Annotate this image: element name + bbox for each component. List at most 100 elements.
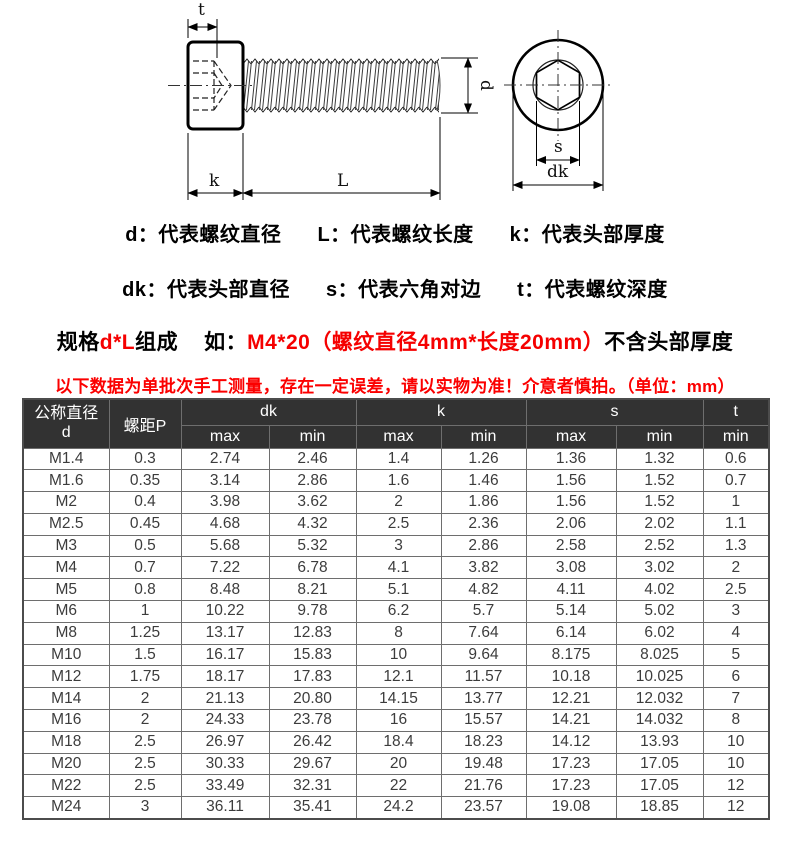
spec-cell: M16 xyxy=(22,709,110,732)
header-dk-max: max xyxy=(180,424,270,449)
spec-cell: 16 xyxy=(355,709,442,732)
spec-cell: 4.68 xyxy=(180,512,270,536)
spec-cell: 4.11 xyxy=(525,578,617,602)
legend-dk: dk：代表头部直径 xyxy=(122,279,291,301)
spec-cell: 3.82 xyxy=(440,556,527,580)
spec-cell: 0.8 xyxy=(108,578,182,602)
spec-cell: 10 xyxy=(702,752,770,776)
spec-cell: 12.1 xyxy=(355,665,442,689)
spec-cell: 5.02 xyxy=(615,600,704,623)
spec-cell: 8.21 xyxy=(268,578,357,602)
header-dk: dk xyxy=(180,398,357,426)
header-s: s xyxy=(525,398,704,426)
spec-cell: 0.6 xyxy=(702,447,770,471)
spec-cell: 2.46 xyxy=(268,447,357,471)
spec-cell: 17.83 xyxy=(268,665,357,689)
spec-cell: M24 xyxy=(22,796,110,820)
spec-table-body: M1.4 0.3 2.74 2.46 1.4 1.26 1.36 1.32 0.6 M1.6 0.3… xyxy=(22,447,770,820)
thread-shaft xyxy=(243,58,441,113)
spec-cell: 1.46 xyxy=(440,469,527,493)
table-row: M5 0.8 8.48 8.21 5.1 4.82 4.11 4.02 2.5 xyxy=(22,578,770,602)
spec-cell: 21.13 xyxy=(180,687,270,711)
table-row: M3 0.5 5.68 5.32 3 2.86 2.58 2.52 1.3 xyxy=(22,534,770,558)
spec-cell: 2.58 xyxy=(525,534,617,558)
spec-cell: 21.76 xyxy=(440,774,527,798)
table-row: M16 2 24.33 23.78 16 15.57 14.21 14.032 8 xyxy=(22,709,770,732)
spec-cell: 10 xyxy=(702,730,770,754)
label-L: L xyxy=(337,171,348,191)
head-end-view xyxy=(504,30,612,141)
spec-cell: 14.12 xyxy=(525,730,617,754)
spec-cell: 6 xyxy=(702,665,770,689)
centerlines xyxy=(504,30,612,141)
spec-cell: 33.49 xyxy=(180,774,270,798)
spec-cell: 36.11 xyxy=(180,796,270,820)
spec-cell: 12.032 xyxy=(615,687,704,711)
spec-cell: 1.25 xyxy=(108,621,182,645)
spec-cell: 0.7 xyxy=(108,556,182,580)
spec-cell: 2.5 xyxy=(702,578,770,602)
spec-cell: 5.1 xyxy=(355,578,442,602)
table-row: M22 2.5 33.49 32.31 22 21.76 17.23 17.05 12 xyxy=(22,774,770,798)
spec-cell: 2 xyxy=(702,556,770,580)
spec-cell: 4.1 xyxy=(355,556,442,580)
spec-cell: 10.025 xyxy=(615,665,704,689)
spec-cell: 2.02 xyxy=(615,512,704,536)
spec-cell: 22 xyxy=(355,774,442,798)
spec-cell: 14.032 xyxy=(615,709,704,732)
spec-cell: 23.57 xyxy=(440,796,527,820)
table-row: M18 2.5 26.97 26.42 18.4 18.23 14.12 13.93 10 xyxy=(22,730,770,754)
legend-line-2: dk：代表头部直径 s：代表六角对边 t：代表螺纹深度 xyxy=(0,273,790,302)
spec-cell: 2 xyxy=(108,709,182,732)
spec-cell: M2.5 xyxy=(22,512,110,536)
spec-black-2: 组成 xyxy=(135,331,179,354)
header-t-min: min xyxy=(702,424,770,449)
legend-line-1: d：代表螺纹直径 L：代表螺纹长度 k：代表头部厚度 xyxy=(0,218,790,247)
label-k: k xyxy=(209,171,220,191)
spec-cell: 18.17 xyxy=(180,665,270,689)
spec-cell: 5 xyxy=(702,643,770,667)
spec-cell: 10.18 xyxy=(525,665,617,689)
spec-cell: M10 xyxy=(22,643,110,667)
table-row: M24 3 36.11 35.41 24.2 23.57 19.08 18.85 12 xyxy=(22,796,770,820)
spec-cell: 9.78 xyxy=(268,600,357,623)
spec-cell: 6.02 xyxy=(615,621,704,645)
spec-cell: 29.67 xyxy=(268,752,357,776)
spec-cell: 18.85 xyxy=(615,796,704,820)
spec-cell: 2 xyxy=(108,687,182,711)
spec-cell: 2.86 xyxy=(268,469,357,493)
spec-cell: 18.4 xyxy=(355,730,442,754)
header-nominal-diameter-text: 公称直径 xyxy=(34,405,99,423)
spec-cell: 20.80 xyxy=(268,687,357,711)
screw-head xyxy=(168,40,256,131)
spec-cell: M12 xyxy=(22,665,110,689)
table-row: M6 1 10.22 9.78 6.2 5.7 5.14 5.02 3 xyxy=(22,600,770,623)
dimension-k-l xyxy=(187,117,441,200)
spec-cell: 0.45 xyxy=(108,512,182,536)
spec-cell: 19.48 xyxy=(440,752,527,776)
spec-cell: 15.57 xyxy=(440,709,527,732)
table-row: M2 0.4 3.98 3.62 2 1.86 1.56 1.52 1 xyxy=(22,491,770,514)
spec-cell: 8.025 xyxy=(615,643,704,667)
header-k-max: max xyxy=(355,424,442,449)
spec-cell: 1.52 xyxy=(615,469,704,493)
spec-cell: 4.32 xyxy=(268,512,357,536)
spec-cell: 26.97 xyxy=(180,730,270,754)
header-t: t xyxy=(702,398,770,426)
legend-k: k：代表头部厚度 xyxy=(509,224,665,246)
spec-cell: 35.41 xyxy=(268,796,357,820)
spec-cell: 1.4 xyxy=(355,447,442,471)
spec-cell: 4.82 xyxy=(440,578,527,602)
table-row: M14 2 21.13 20.80 14.15 13.77 12.21 12.032 7 xyxy=(22,687,770,711)
spec-cell: 3.08 xyxy=(525,556,617,580)
spec-cell: 2.5 xyxy=(108,774,182,798)
spec-cell: 6.2 xyxy=(355,600,442,623)
spec-cell: 17.23 xyxy=(525,774,617,798)
header-pitch: 螺距P xyxy=(108,398,182,449)
spec-cell: 1.32 xyxy=(615,447,704,471)
header-s-max: max xyxy=(525,424,617,449)
spec-cell: 4 xyxy=(702,621,770,645)
spec-cell: M2 xyxy=(22,491,110,514)
spec-cell: 12.21 xyxy=(525,687,617,711)
